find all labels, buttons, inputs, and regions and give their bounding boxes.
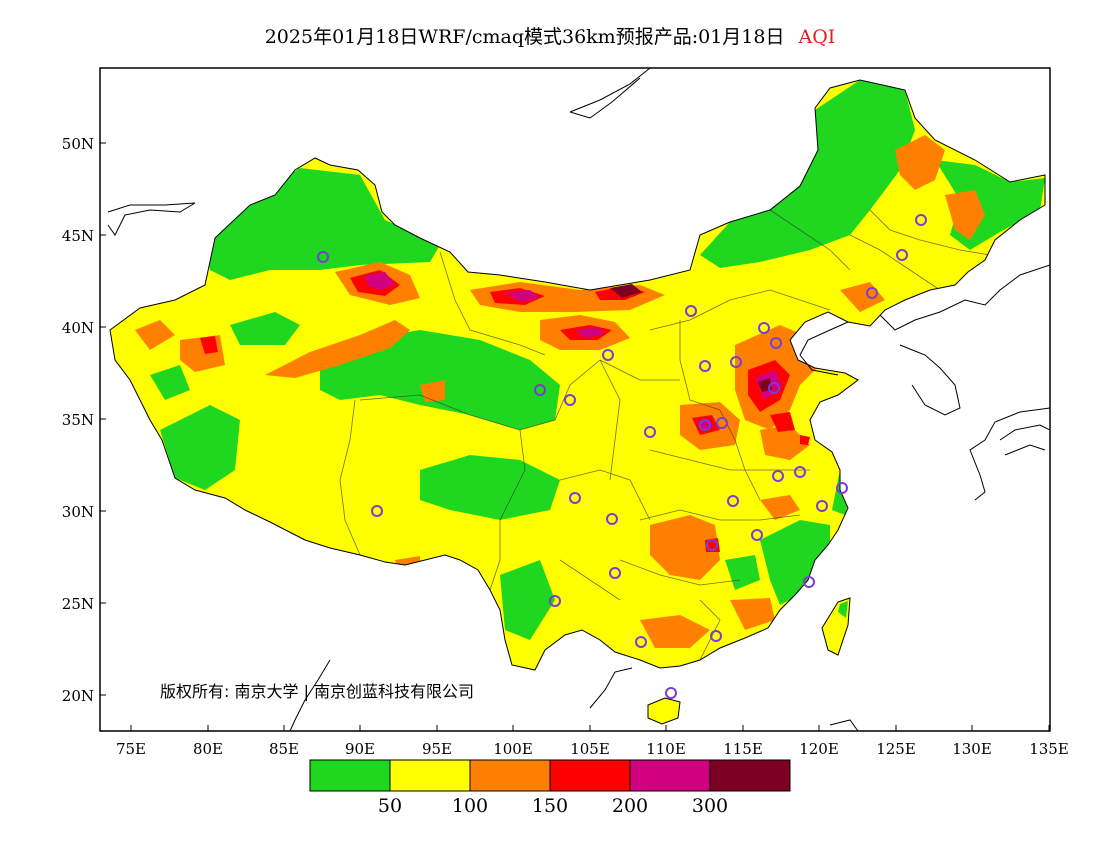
map-frame	[99, 67, 1051, 732]
station-marker	[915, 214, 927, 226]
station-marker	[836, 482, 848, 494]
x-tick-label: 80E	[193, 740, 223, 758]
station-marker	[644, 426, 656, 438]
y-tick-label: 20N	[62, 687, 94, 705]
legend-swatch-moderate	[390, 760, 470, 791]
y-tick-label: 45N	[62, 227, 94, 245]
y-tick-label: 30N	[62, 503, 94, 521]
x-axis-labels: 75E 80E 85E 90E 95E 100E 105E 110E 115E …	[116, 740, 1069, 758]
title-text: 2025年01月18日WRF/cmaq模式36km预报产品:01月18日	[264, 26, 785, 48]
hainan-island	[647, 697, 681, 725]
station-marker	[816, 500, 828, 512]
neighbor-coastlines	[107, 68, 1050, 731]
y-tick-label: 35N	[62, 411, 94, 429]
station-markers	[317, 214, 927, 699]
y-axis-labels: 50N 45N 40N 35N 30N 25N 20N	[62, 135, 94, 705]
x-tick-label: 115E	[723, 740, 763, 758]
x-tick-label: 110E	[646, 740, 686, 758]
title-variable: AQI	[798, 26, 836, 48]
station-marker	[770, 337, 782, 349]
station-marker	[803, 576, 815, 588]
station-marker	[699, 419, 711, 431]
station-marker	[758, 322, 770, 334]
legend-label: 150	[532, 795, 568, 817]
x-tick-label: 75E	[116, 740, 146, 758]
station-marker	[699, 360, 711, 372]
station-marker	[534, 384, 546, 396]
station-marker	[716, 417, 728, 429]
x-tick-label: 100E	[493, 740, 533, 758]
legend-swatch-heavy	[630, 760, 710, 791]
station-marker	[685, 305, 697, 317]
station-marker	[564, 394, 576, 406]
station-marker	[727, 495, 739, 507]
legend-label: 200	[612, 795, 648, 817]
station-marker	[710, 630, 722, 642]
x-tick-label: 95E	[422, 740, 452, 758]
y-tick-label: 25N	[62, 595, 94, 613]
legend-swatch-severe	[710, 760, 790, 791]
legend-swatch-good	[310, 760, 390, 791]
station-marker	[371, 505, 383, 517]
y-tick-label: 40N	[62, 319, 94, 337]
legend-labels: 50 100 150 200 300	[378, 795, 728, 817]
x-tick-label: 135E	[1029, 740, 1069, 758]
station-marker	[665, 687, 677, 699]
legend-colorbar	[309, 759, 791, 792]
legend-swatch-medium	[550, 760, 630, 791]
legend-label: 300	[692, 795, 728, 817]
copyright-text: 版权所有: 南京大学 | 南京创蓝科技有限公司	[160, 682, 474, 701]
station-marker	[569, 492, 581, 504]
station-marker	[549, 595, 561, 607]
legend-label: 50	[378, 795, 402, 817]
legend-label: 100	[452, 795, 488, 817]
station-marker	[768, 382, 780, 394]
station-marker	[602, 349, 614, 361]
y-tick-label: 50N	[62, 135, 94, 153]
station-marker	[609, 567, 621, 579]
station-marker	[730, 356, 742, 368]
x-tick-label: 125E	[876, 740, 916, 758]
x-tick-label: 90E	[345, 740, 375, 758]
tick-marks	[100, 142, 1050, 731]
station-marker	[866, 287, 878, 299]
station-marker	[635, 636, 647, 648]
station-marker	[772, 470, 784, 482]
station-marker	[606, 513, 618, 525]
station-marker	[317, 251, 329, 263]
legend-swatch-light	[470, 760, 550, 791]
station-marker	[794, 466, 806, 478]
station-marker	[896, 249, 908, 261]
map-title: 2025年01月18日WRF/cmaq模式36km预报产品:01月18日 AQI	[0, 22, 1100, 49]
x-tick-label: 130E	[952, 740, 992, 758]
station-marker	[751, 529, 763, 541]
station-marker	[706, 539, 718, 551]
x-tick-label: 105E	[570, 740, 610, 758]
x-tick-label: 85E	[269, 740, 299, 758]
x-tick-label: 120E	[799, 740, 839, 758]
